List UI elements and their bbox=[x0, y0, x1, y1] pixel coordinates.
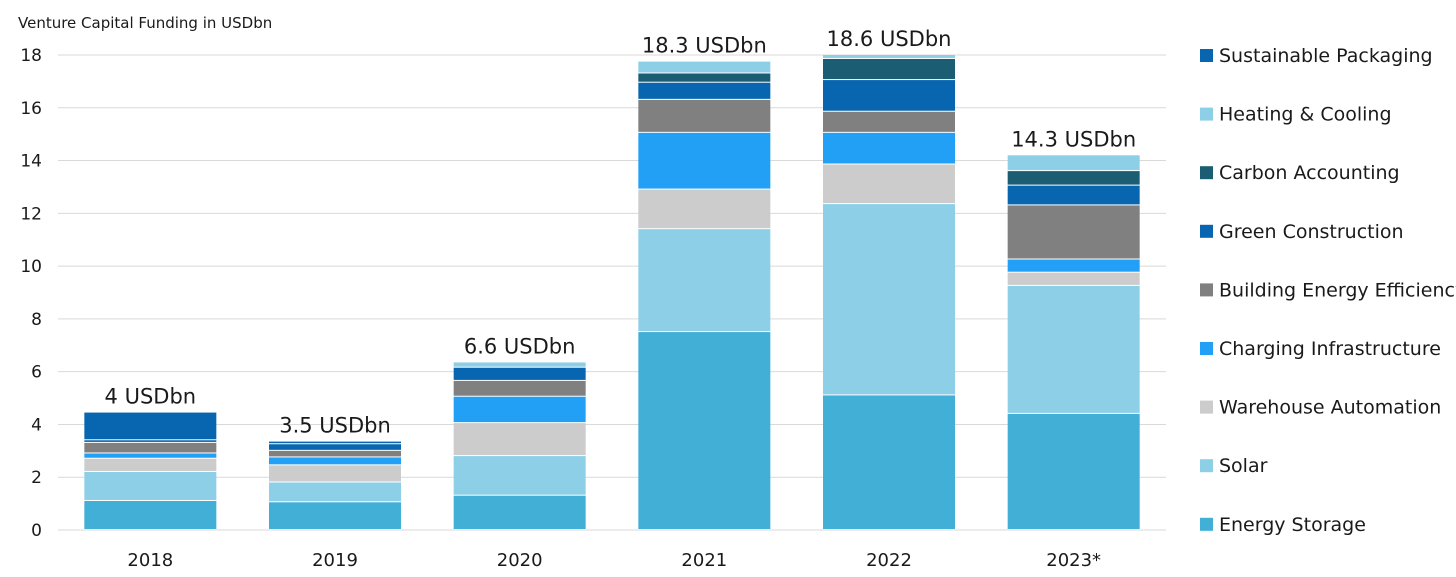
bar-segment bbox=[1007, 171, 1140, 185]
legend-label: Energy Storage bbox=[1219, 514, 1366, 536]
bar-segment bbox=[638, 229, 771, 332]
bar-segment bbox=[638, 99, 771, 132]
bar-segment bbox=[269, 450, 401, 457]
y-axis-title: Venture Capital Funding in USDbn bbox=[18, 14, 272, 32]
bar-segment bbox=[823, 395, 955, 529]
bar-segment bbox=[823, 58, 955, 80]
bar-segment bbox=[823, 80, 955, 111]
bar-segment bbox=[269, 502, 401, 529]
total-label: 3.5 USDbn bbox=[279, 414, 391, 438]
bar-segment bbox=[453, 456, 586, 495]
bar-segment bbox=[1007, 205, 1140, 259]
bar-segment bbox=[823, 111, 955, 132]
legend-swatch bbox=[1200, 283, 1213, 297]
legend-label: Solar bbox=[1219, 455, 1268, 477]
x-tick-label: 2020 bbox=[497, 550, 543, 571]
gridlines bbox=[58, 54, 1166, 531]
legend-label: Charging Infrastructure bbox=[1219, 338, 1441, 360]
bar-segment bbox=[823, 132, 955, 164]
legend: Sustainable Packaging Heating & Cooling Ca… bbox=[1200, 45, 1456, 536]
bar-segment bbox=[84, 412, 217, 440]
bar-segment bbox=[269, 444, 401, 450]
legend-label: Green Construction bbox=[1219, 221, 1404, 243]
bar-segment bbox=[84, 458, 217, 471]
bar-segment bbox=[638, 73, 771, 82]
legend-label: Warehouse Automation bbox=[1219, 397, 1441, 419]
bar-segment bbox=[1007, 272, 1140, 285]
legend-swatch bbox=[1200, 107, 1213, 121]
y-tick-label: 6 bbox=[31, 363, 42, 383]
bar-segment bbox=[1007, 285, 1140, 413]
bar-segment bbox=[1007, 413, 1140, 529]
bar-segment bbox=[84, 500, 217, 529]
legend-swatch bbox=[1200, 224, 1213, 238]
y-tick-label: 16 bbox=[20, 99, 42, 119]
bar-segment bbox=[269, 457, 401, 465]
legend-swatch bbox=[1200, 342, 1213, 355]
x-tick-label: 2019 bbox=[312, 550, 358, 571]
bars bbox=[84, 55, 1140, 529]
bar-segment bbox=[84, 442, 217, 453]
bar-segment bbox=[823, 55, 955, 58]
bar-segment bbox=[84, 471, 217, 500]
bar-segment bbox=[453, 362, 586, 367]
legend-swatch bbox=[1200, 400, 1213, 414]
total-label: 18.6 USDbn bbox=[827, 27, 952, 51]
legend-label: Heating & Cooling bbox=[1219, 104, 1392, 126]
x-axis-ticks: 2018 2019 2020 2021 2022 2023* bbox=[127, 550, 1101, 571]
y-tick-label: 14 bbox=[20, 152, 42, 172]
bar-segment bbox=[1007, 185, 1140, 205]
total-label: 18.3 USDbn bbox=[642, 34, 767, 58]
total-labels: 4 USDbn 3.5 USDbn 6.6 USDbn 18.3 USDbn 18.6 … bbox=[105, 27, 1137, 438]
x-tick-label: 2023* bbox=[1046, 550, 1101, 571]
y-tick-label: 8 bbox=[31, 310, 42, 330]
total-label: 14.3 USDbn bbox=[1011, 127, 1136, 151]
bar-segment bbox=[638, 132, 771, 189]
legend-swatch bbox=[1200, 517, 1213, 531]
total-label: 6.6 USDbn bbox=[464, 334, 576, 358]
x-tick-label: 2021 bbox=[681, 550, 727, 571]
x-tick-label: 2018 bbox=[127, 550, 173, 571]
bar-segment bbox=[269, 482, 401, 502]
bar-segment bbox=[823, 164, 955, 204]
bar-segment bbox=[84, 440, 217, 442]
bar-segment bbox=[453, 396, 586, 423]
bar-segment bbox=[638, 189, 771, 229]
bar-segment bbox=[84, 453, 217, 458]
bar-segment bbox=[269, 441, 401, 444]
bar-segment bbox=[1007, 259, 1140, 272]
bar-segment bbox=[823, 204, 955, 395]
y-tick-label: 4 bbox=[31, 415, 42, 435]
bar-segment bbox=[1007, 155, 1140, 171]
legend-label: Building Energy Efficiency bbox=[1219, 279, 1456, 301]
y-tick-label: 12 bbox=[20, 204, 42, 224]
y-tick-label: 18 bbox=[20, 46, 42, 66]
bar-segment bbox=[453, 495, 586, 529]
bar-segment bbox=[638, 332, 771, 529]
x-tick-label: 2022 bbox=[866, 550, 912, 571]
y-tick-label: 0 bbox=[31, 521, 42, 541]
y-axis-ticks: 0 2 4 6 8 10 12 14 16 18 bbox=[20, 46, 42, 541]
legend-swatch bbox=[1200, 459, 1213, 473]
bar-segment bbox=[638, 61, 771, 73]
bar-segment bbox=[453, 380, 586, 396]
bar-segment bbox=[453, 367, 586, 380]
bar-segment bbox=[269, 465, 401, 482]
bar-segment bbox=[638, 82, 771, 99]
legend-swatch bbox=[1200, 166, 1213, 180]
legend-label: Carbon Accounting bbox=[1219, 162, 1400, 184]
bar-segment bbox=[453, 423, 586, 456]
legend-swatch bbox=[1200, 49, 1213, 62]
total-label: 4 USDbn bbox=[105, 385, 197, 409]
legend-label: Sustainable Packaging bbox=[1219, 45, 1433, 67]
y-tick-label: 2 bbox=[31, 468, 42, 488]
y-tick-label: 10 bbox=[20, 257, 42, 277]
